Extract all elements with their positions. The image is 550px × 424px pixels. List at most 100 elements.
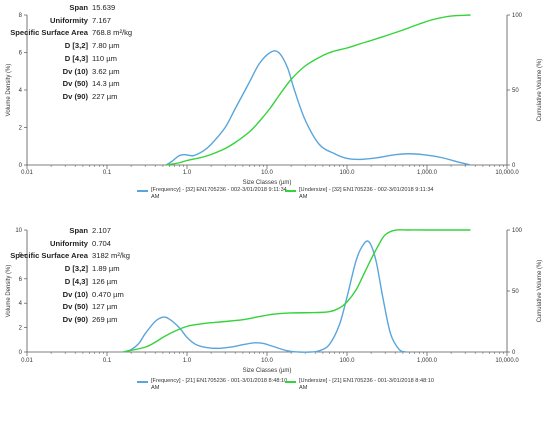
stat-label: Dv (50)	[62, 302, 88, 312]
stat-row: D [3,2] 7.80 µm	[0, 40, 132, 53]
stat-label: D [3,2]	[64, 41, 88, 51]
y-left-tick-label: 2	[19, 326, 23, 332]
legend-label: [Undersize] - [32] EN1705236 - 002-3/01/…	[299, 187, 434, 200]
chart-panel-2: 0.01 0.1 1.0 10.0 100.0 1,000.0 10,000.0 0 2 4 6 8 1…	[0, 212, 550, 424]
stat-row: D [4,3] 126 µm	[0, 276, 130, 289]
x-tick-label: 1.0	[183, 170, 192, 176]
x-tick-label: 100.0	[339, 170, 355, 176]
y-right-tick-label: 50	[512, 289, 519, 295]
stat-value: 126 µm	[92, 276, 118, 286]
legend-label: [Frequency] - [32] EN1705236 - 002-3/01/…	[151, 187, 287, 200]
stat-row: Dv (50) 14.3 µm	[0, 78, 132, 91]
stat-label: D [3,2]	[64, 264, 88, 274]
chart-canvas-1: 0.01 0.1 1.0 10.0 100.0 1,000.0 10,000.0024680…	[6, 13, 543, 186]
stat-value: 0.470 µm	[92, 289, 124, 299]
y-right-tick-label: 50	[512, 88, 519, 94]
x-tick-label: 0.1	[103, 170, 112, 176]
legend-label: [Undersize] - [21] EN1705236 - 001-3/01/…	[299, 378, 434, 391]
legend-label: [Frequency] - [21] EN1705236 - 001-3/01/…	[151, 378, 288, 391]
stat-value: 227 µm	[92, 91, 118, 101]
y-left-tick-label: 6	[19, 51, 23, 57]
x-tick-label: 10.0	[261, 358, 273, 364]
x-tick-label: 0.01	[21, 358, 33, 364]
stat-value: 7.167	[92, 15, 112, 25]
stat-row: Span 15.639	[0, 2, 132, 15]
stat-row: Dv (10) 0.470 µm	[0, 289, 130, 302]
stat-value: 3.62 µm	[92, 66, 120, 76]
stat-row: Dv (90) 227 µm	[0, 91, 132, 104]
y-left-tick-label: 4	[19, 88, 23, 94]
stat-row: Dv (90) 269 µm	[0, 314, 130, 327]
stat-row: D [3,2] 1.89 µm	[0, 263, 130, 276]
stat-row: Specific Surface Area 3182 m²/kg	[0, 250, 130, 263]
stat-label: Dv (10)	[62, 66, 88, 76]
y-left-tick-label: 4	[19, 301, 23, 307]
y-right-tick-label: 100	[512, 228, 523, 234]
y-right-tick-label: 0	[512, 350, 516, 356]
y-right-tick-label: 100	[512, 13, 523, 19]
legend-swatch	[137, 381, 148, 383]
x-tick-label: 10,000.0	[495, 170, 519, 176]
undersize-series-line	[166, 14, 471, 166]
stat-value: 269 µm	[92, 314, 118, 324]
x-tick-label: 1.0	[183, 358, 192, 364]
stat-value: 3182 m²/kg	[92, 251, 130, 261]
stat-row: Span 2.107	[0, 225, 130, 238]
stat-label: D [4,3]	[64, 53, 88, 63]
stat-label: D [4,3]	[64, 276, 88, 286]
stat-value: 2.107	[92, 226, 112, 235]
stat-label: Dv (90)	[62, 91, 88, 101]
y-right-tick-label: 0	[512, 163, 516, 169]
y-axis-right-label: Cumulative Volume (%)	[537, 59, 543, 122]
x-tick-label: 100.0	[339, 358, 355, 364]
legend-swatch	[137, 190, 148, 192]
stat-row: Specific Surface Area 768.8 m²/kg	[0, 27, 132, 40]
y-left-tick-label: 2	[19, 126, 23, 132]
x-tick-label: 10.0	[261, 170, 273, 176]
y-left-tick-label: 0	[19, 350, 23, 356]
legend-swatch	[285, 190, 296, 192]
stat-label: Uniformity	[50, 15, 88, 25]
stat-row: Dv (50) 127 µm	[0, 301, 130, 314]
x-tick-label: 0.01	[21, 170, 33, 176]
stat-value: 1.89 µm	[92, 264, 120, 274]
stat-value: 768.8 m²/kg	[92, 28, 133, 38]
stat-value: 7.80 µm	[92, 41, 120, 51]
stat-label: Specific Surface Area	[10, 28, 88, 38]
stat-value: 127 µm	[92, 302, 118, 312]
y-left-tick-label: 8	[19, 13, 23, 19]
stat-label: Span	[69, 3, 88, 12]
stat-label: Uniformity	[50, 238, 88, 248]
stats-table-2: Span 2.107 Uniformity 0.704 Specific Surface…	[0, 225, 130, 327]
y-left-tick-label: 0	[19, 163, 23, 169]
stat-label: Dv (10)	[62, 289, 88, 299]
stat-row: Uniformity 7.167	[0, 15, 132, 28]
chart-panel-1: 0.01 0.1 1.0 10.0 100.0 1,000.0 10,000.0 0 2 4 6 8 0…	[0, 2, 543, 200]
y-left-tick-label: 10	[15, 228, 22, 234]
stat-value: 14.3 µm	[92, 79, 120, 89]
stat-label: Dv (50)	[62, 79, 88, 89]
stat-row: Dv (10) 3.62 µm	[0, 66, 132, 79]
x-tick-label: 1,000.0	[417, 358, 438, 364]
stat-value: 110 µm	[92, 53, 117, 63]
stat-row: D [4,3] 110 µm	[0, 53, 132, 66]
x-tick-label: 10,000.0	[495, 358, 519, 364]
stat-label: Specific Surface Area	[10, 251, 88, 261]
y-axis-left-label: Volume Density (%)	[6, 265, 12, 318]
stat-label: Dv (90)	[62, 314, 88, 324]
y-axis-right-label: Cumulative Volume (%)	[537, 260, 543, 323]
x-tick-label: 0.1	[103, 358, 112, 364]
stat-row: Uniformity 0.704	[0, 238, 130, 251]
frequency-series-line	[123, 240, 407, 353]
frequency-series-line	[165, 50, 471, 166]
y-left-tick-label: 6	[19, 277, 23, 283]
x-axis-label: Size Classes (µm)	[243, 368, 292, 374]
stats-table-1: Span 15.639 Uniformity 7.167 Specific Surfac…	[0, 2, 132, 104]
x-axis-label: Size Classes (µm)	[243, 180, 292, 186]
legend-swatch	[285, 381, 296, 383]
y-axis-left-label: Volume Density (%)	[6, 64, 12, 117]
stat-value: 15.639	[92, 3, 116, 12]
y-left-tick-label: 8	[19, 252, 23, 258]
stat-label: Span	[69, 226, 88, 235]
undersize-series-line	[123, 229, 471, 353]
